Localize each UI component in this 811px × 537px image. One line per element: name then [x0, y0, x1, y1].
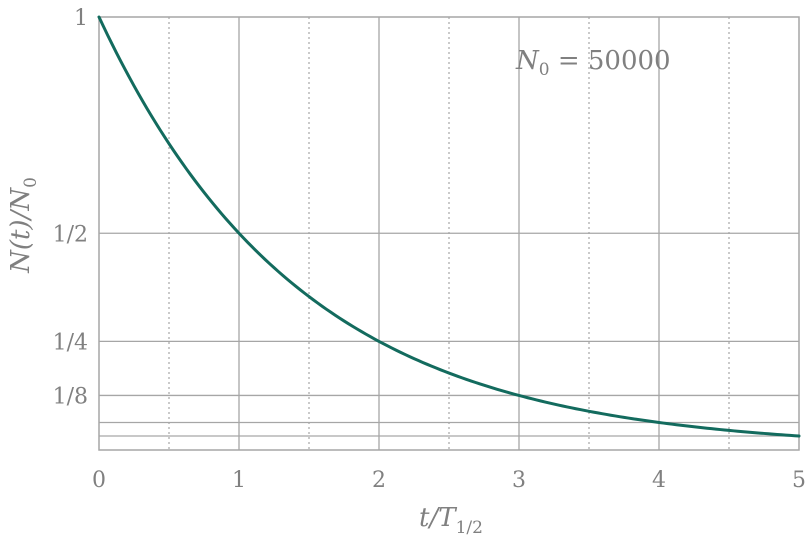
y-axis-label-subscript: 0	[21, 177, 41, 188]
x-tick-label-5: 5	[792, 468, 806, 493]
y-tick-label-1: 1/2	[53, 222, 88, 247]
y-axis-label-prefix: N(t)/N	[6, 187, 36, 274]
y-tick-label-3: 1/8	[53, 384, 88, 409]
n0-annotation-suffix: = 50000	[550, 46, 671, 76]
major-gridlines	[99, 17, 799, 450]
y-tick-label-0: 1	[74, 6, 88, 31]
n0-annotation: N0 = 50000	[515, 46, 671, 80]
plot-frame	[98, 16, 800, 451]
x-tick-label-2: 2	[372, 468, 386, 493]
x-tick-label-4: 4	[652, 468, 666, 493]
x-tick-labels: 0 1 2 3 4 5	[92, 468, 806, 493]
x-tick-label-0: 0	[92, 468, 106, 493]
y-axis-label: N(t)/N0	[6, 177, 41, 274]
x-axis-label-base: t/T	[419, 503, 457, 533]
n0-annotation-subscript: 0	[539, 60, 550, 80]
n0-annotation-prefix: N	[515, 46, 540, 76]
x-tick-label-1: 1	[232, 468, 246, 493]
y-tick-labels: 1 1/2 1/4 1/8	[53, 6, 88, 409]
x-axis-label-subscript: 1/2	[456, 518, 483, 537]
x-axis-label: t/T1/2	[419, 503, 483, 537]
y-tick-label-2: 1/4	[53, 330, 88, 355]
decay-curve-line	[97, 15, 801, 438]
x-tick-label-3: 3	[512, 468, 526, 493]
